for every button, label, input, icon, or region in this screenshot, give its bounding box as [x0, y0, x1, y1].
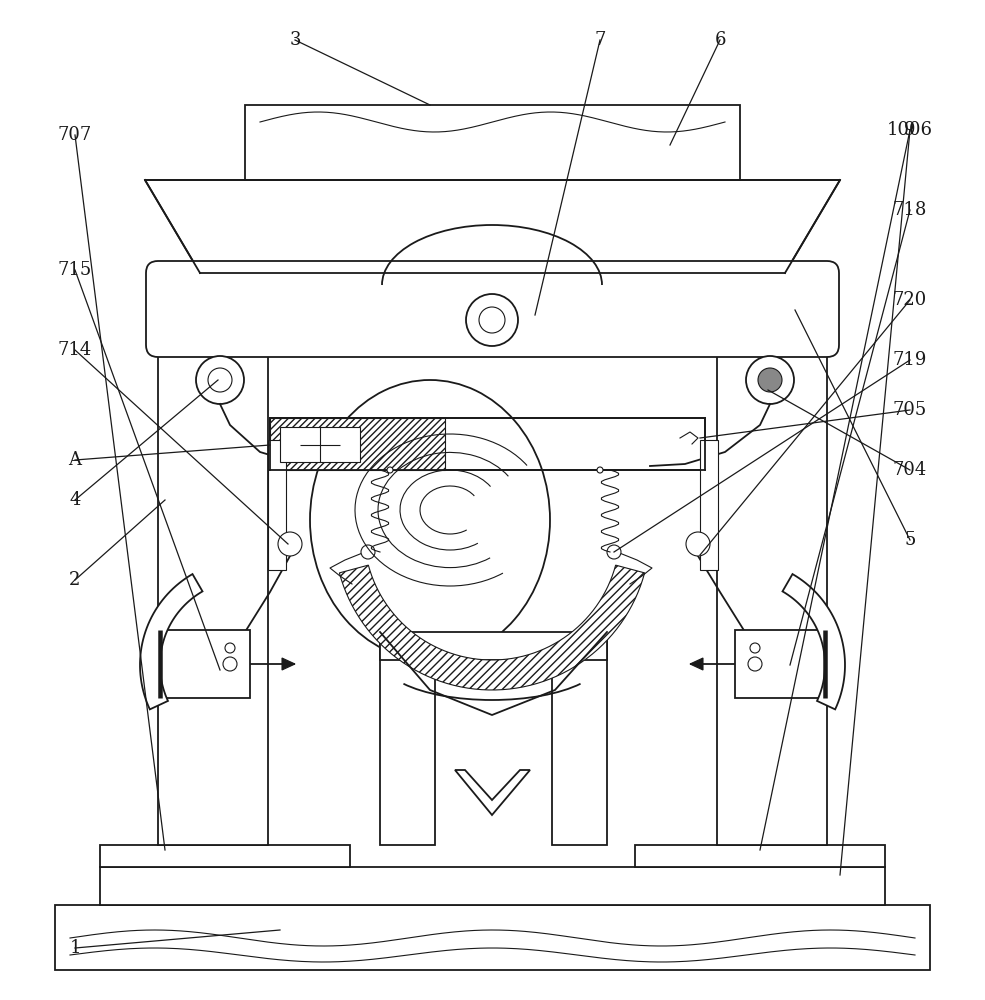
Polygon shape [455, 770, 530, 815]
Circle shape [196, 356, 244, 404]
Text: 1: 1 [69, 939, 81, 957]
Bar [100, 867, 885, 905]
Bar [717, 345, 827, 845]
Text: 7: 7 [594, 31, 606, 49]
Bar [55, 905, 930, 970]
Bar [245, 105, 740, 180]
Bar [100, 845, 350, 867]
Bar [700, 440, 718, 570]
Circle shape [479, 307, 505, 333]
Text: 2: 2 [69, 571, 81, 589]
Polygon shape [782, 574, 845, 709]
Polygon shape [282, 658, 295, 670]
Text: 707: 707 [58, 126, 93, 144]
Bar [280, 427, 360, 462]
Circle shape [750, 643, 760, 653]
Bar [735, 630, 825, 698]
Circle shape [746, 356, 794, 404]
Text: 714: 714 [58, 341, 93, 359]
Text: 718: 718 [892, 201, 927, 219]
Text: A: A [69, 451, 82, 469]
Polygon shape [140, 574, 203, 709]
Text: 6: 6 [714, 31, 726, 49]
Text: 1006: 1006 [887, 121, 933, 139]
Text: 719: 719 [892, 351, 927, 369]
Bar [270, 418, 705, 470]
Circle shape [748, 657, 762, 671]
Text: 9: 9 [904, 121, 916, 139]
Polygon shape [690, 658, 703, 670]
Circle shape [758, 368, 782, 392]
Circle shape [225, 643, 235, 653]
FancyBboxPatch shape [146, 261, 839, 357]
Polygon shape [145, 180, 840, 273]
Text: 3: 3 [290, 31, 300, 49]
Bar [158, 273, 827, 345]
Circle shape [597, 467, 603, 473]
Bar [270, 418, 445, 470]
Circle shape [223, 657, 237, 671]
Text: 705: 705 [892, 401, 927, 419]
Bar [160, 630, 250, 698]
Bar [158, 345, 268, 845]
Circle shape [686, 532, 710, 556]
Text: 704: 704 [892, 461, 927, 479]
Circle shape [466, 294, 518, 346]
Text: 720: 720 [892, 291, 927, 309]
Text: 715: 715 [58, 261, 93, 279]
Circle shape [361, 545, 375, 559]
Text: 4: 4 [69, 491, 81, 509]
Circle shape [208, 368, 232, 392]
Bar [268, 440, 286, 570]
Circle shape [278, 532, 302, 556]
Circle shape [607, 545, 621, 559]
Circle shape [387, 467, 393, 473]
Bar [380, 635, 435, 845]
Bar [380, 632, 607, 660]
Polygon shape [340, 565, 644, 690]
Text: 5: 5 [904, 531, 916, 549]
Bar [552, 635, 607, 845]
Bar [635, 845, 885, 867]
